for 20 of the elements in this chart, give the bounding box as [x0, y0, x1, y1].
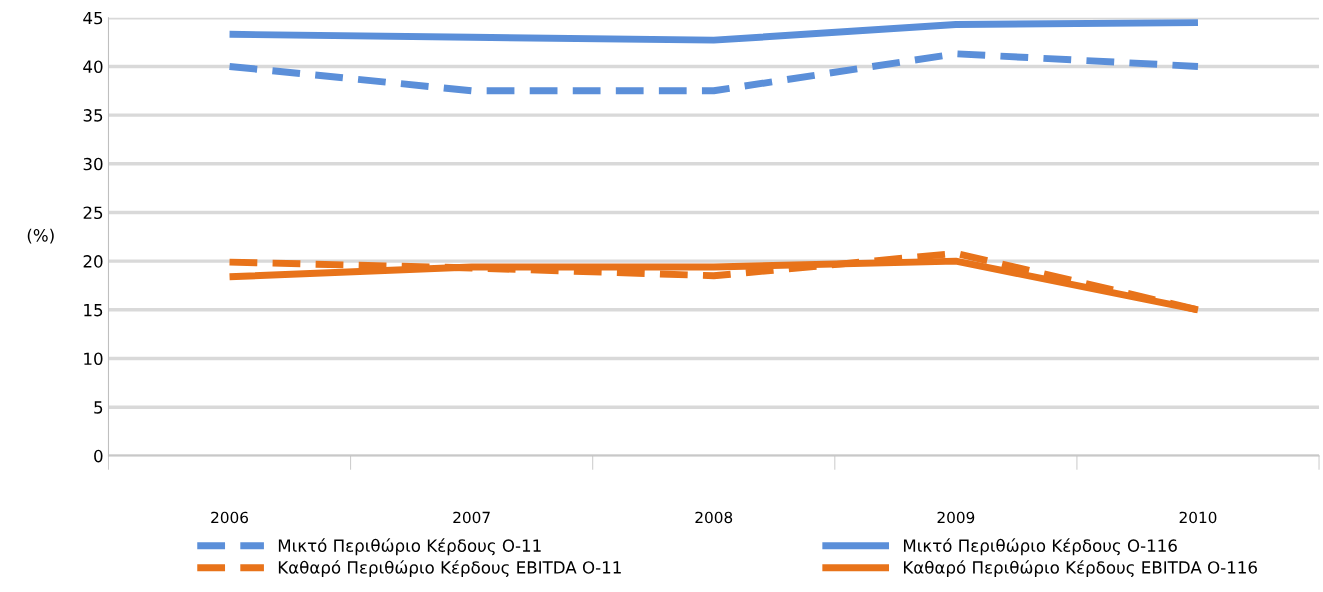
legend-label: Μικτό Περιθώριο Κέρδους Ο-11	[278, 538, 541, 556]
x-tick-label: 2010	[1179, 511, 1217, 524]
y-tick-label: 35	[83, 109, 103, 122]
y-tick-label: 20	[83, 255, 103, 268]
x-tick-label: 2006	[211, 511, 249, 524]
legend-label: Μικτό Περιθώριο Κέρδους Ο-116	[903, 538, 1177, 556]
legend-label: Καθαρό Περιθώριο Κέρδους EBITDA Ο-116	[903, 560, 1257, 577]
y-tick-label: 45	[83, 11, 103, 25]
y-tick-label: 40	[83, 60, 103, 73]
y-tick-label: 15	[84, 303, 103, 317]
x-tick-label: 2009	[937, 511, 975, 524]
y-tick-label: 30	[83, 157, 103, 171]
y-tick-label: 25	[83, 206, 103, 220]
y-tick-label: 10	[84, 352, 103, 366]
x-tick-label: 2008	[695, 511, 733, 524]
y-tick-label: 0	[94, 449, 103, 463]
legend-label: Καθαρό Περιθώριο Κέρδους EBITDA Ο-11	[278, 560, 621, 577]
x-tick-label: 2007	[453, 511, 490, 524]
y-tick-label: 5	[94, 401, 103, 414]
y-axis-title: (%)	[27, 228, 54, 244]
